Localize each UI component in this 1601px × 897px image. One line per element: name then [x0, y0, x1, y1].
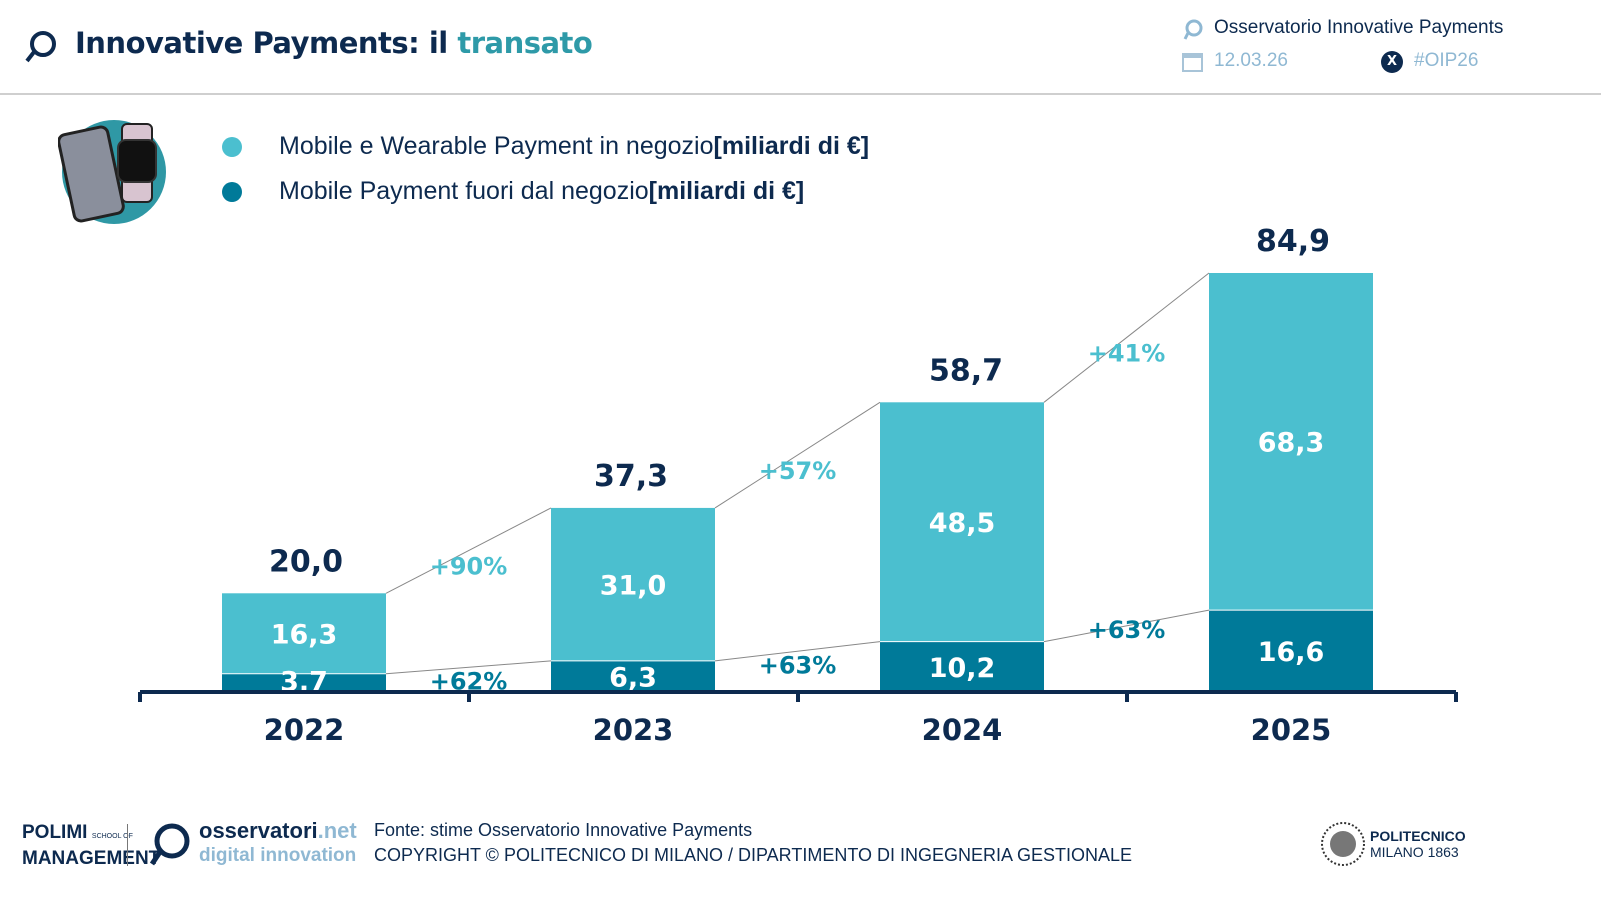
growth-label-out: +63%: [1088, 616, 1166, 644]
bar-out-store: [1209, 610, 1373, 692]
hashtag[interactable]: #OIP26: [1414, 50, 1479, 71]
total-label: 84,9: [1256, 224, 1330, 259]
growth-connector-out: [714, 641, 881, 662]
growth-label-total: +57%: [759, 457, 837, 485]
calendar-icon: [1182, 53, 1203, 72]
x-tick-label: 2025: [1251, 713, 1332, 747]
bar-out-store: [222, 673, 386, 692]
legend-label: Mobile e Wearable Payment in negozio: [279, 132, 714, 160]
legend-unit: [miliardi di €]: [648, 177, 805, 205]
x-twitter-icon[interactable]: X: [1381, 51, 1403, 73]
growth-label-total: +41%: [1088, 340, 1166, 368]
growth-connector-total: [714, 401, 881, 509]
politecnico-logo: POLITECNICO MILANO 1863: [1370, 828, 1466, 860]
label-in-store: 16,3: [271, 620, 338, 651]
x-tick-label: 2023: [593, 713, 674, 747]
date: 12.03.26: [1214, 50, 1288, 71]
label-out-store: 10,2: [929, 653, 996, 684]
bar-out-store: [551, 660, 715, 692]
copyright: COPYRIGHT © POLITECNICO DI MILANO / DIPA…: [374, 845, 1133, 865]
stacked-bar-chart: 3,716,320,020226,331,037,3202310,248,558…: [138, 224, 1458, 747]
label-out-store: 16,6: [1258, 637, 1325, 668]
total-label: 37,3: [594, 459, 668, 494]
x-tick-label: 2022: [264, 713, 345, 747]
legend-dot: [222, 181, 242, 202]
header-divider: [0, 93, 1601, 95]
magnifier-logo-icon: [25, 31, 56, 63]
growth-label-total: +90%: [430, 553, 508, 581]
legend-item-in-store: Mobile e Wearable Payment in negozio [mi…: [222, 132, 869, 161]
label-in-store: 31,0: [600, 570, 667, 601]
growth-connector-out: [1043, 609, 1210, 643]
osservatori-logo-icon: [149, 823, 190, 866]
bar-out-store: [880, 641, 1044, 692]
legend-unit: [miliardi di €]: [713, 132, 870, 160]
growth-label-out: +63%: [759, 651, 837, 679]
page-title: Innovative Payments: il transato: [75, 26, 593, 60]
bar-in-store: [222, 593, 386, 674]
bar-in-store: [551, 507, 715, 661]
total-label: 58,7: [929, 353, 1003, 388]
label-in-store: 48,5: [929, 508, 996, 539]
observatory-name: Osservatorio Innovative Payments: [1214, 17, 1504, 38]
phone-watch-icon: [58, 120, 166, 224]
politecnico-seal-icon: [1321, 822, 1365, 866]
bar-in-store: [880, 402, 1044, 642]
source-note: Fonte: stime Osservatorio Innovative Pay…: [374, 820, 753, 840]
legend-label: Mobile Payment fuori dal negozio: [279, 177, 649, 205]
legend-item-out-store: Mobile Payment fuori dal negozio [miliar…: [222, 177, 804, 206]
legend-dot: [222, 136, 242, 157]
bar-in-store: [1209, 273, 1373, 611]
label-out-store: 6,3: [609, 662, 657, 693]
observatory-icon: [1183, 19, 1203, 40]
total-label: 20,0: [269, 544, 343, 579]
x-tick-label: 2024: [922, 713, 1003, 747]
footer-divider: [127, 824, 128, 866]
osservatori-logo: osservatori.net digital innovation: [199, 818, 357, 867]
growth-connector-out: [385, 660, 552, 675]
polimi-logo: POLIMI SCHOOL OF MANAGEMENT: [22, 822, 161, 869]
label-in-store: 68,3: [1258, 428, 1325, 459]
growth-connector-total: [1043, 272, 1210, 403]
growth-connector-total: [385, 507, 552, 594]
